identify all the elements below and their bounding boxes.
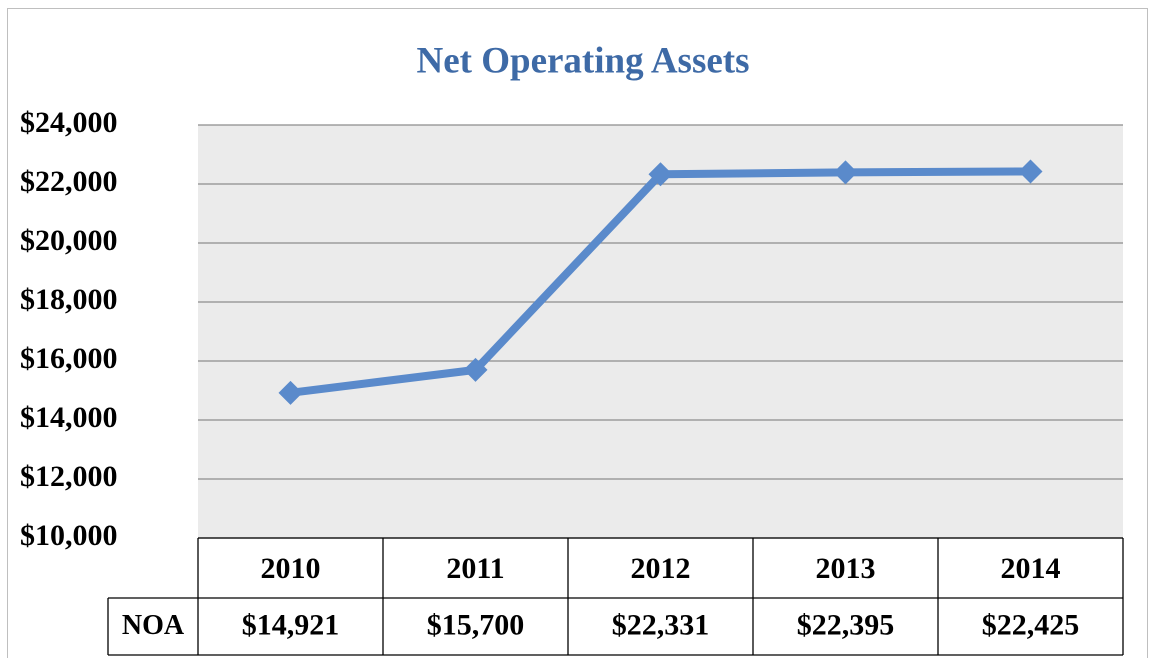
marker (1018, 159, 1043, 184)
plot-area (198, 125, 1123, 538)
legend-label: NOA (122, 610, 185, 641)
x-tick-label: 2010 (261, 552, 321, 585)
y-tick-label: $20,000 (20, 224, 118, 257)
table-value: $15,700 (427, 608, 525, 641)
x-tick-label: 2012 (631, 552, 691, 585)
marker (648, 162, 673, 187)
y-tick-label: $14,000 (20, 401, 118, 434)
x-tick-label: 2011 (446, 552, 504, 585)
y-tick-label: $10,000 (20, 519, 118, 552)
marker (278, 380, 303, 405)
chart-title: Net Operating Assets (417, 40, 750, 81)
table-value: $22,425 (982, 608, 1080, 641)
marker (833, 160, 858, 185)
table-value: $22,331 (612, 608, 710, 641)
marker (463, 357, 488, 382)
y-tick-label: $12,000 (20, 460, 118, 493)
y-tick-label: $16,000 (20, 342, 118, 375)
table-value: $22,395 (797, 608, 895, 641)
y-tick-label: $22,000 (20, 165, 118, 198)
x-tick-label: 2013 (816, 552, 876, 585)
x-tick-label: 2014 (1001, 552, 1061, 585)
y-tick-label: $18,000 (20, 283, 118, 316)
table-value: $14,921 (242, 608, 340, 641)
y-tick-label: $24,000 (20, 106, 118, 139)
